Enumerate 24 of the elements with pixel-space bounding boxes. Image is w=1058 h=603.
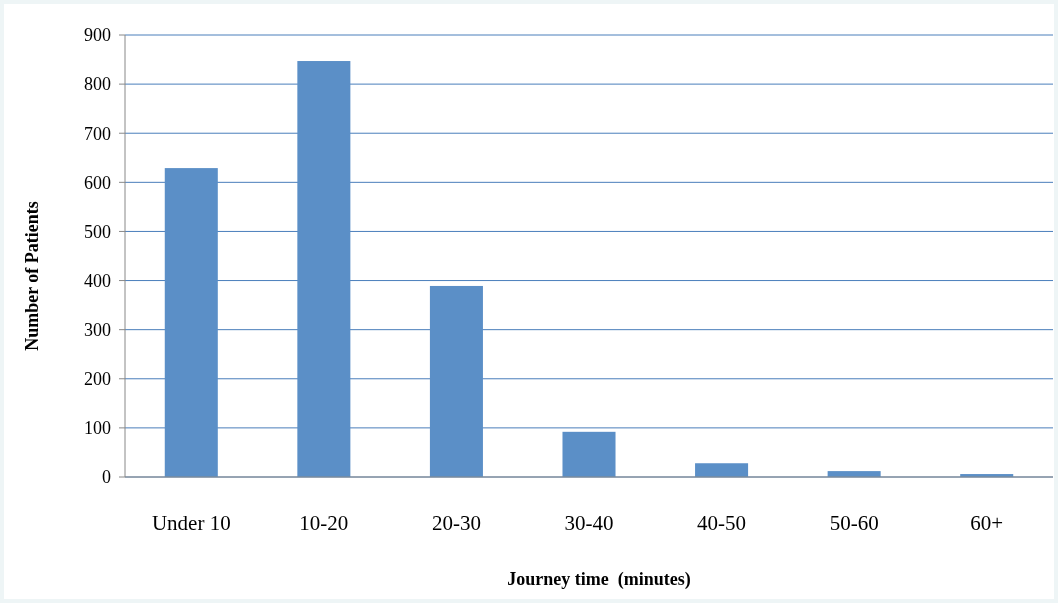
bar: [297, 61, 351, 477]
bar: [429, 285, 483, 477]
x-tick-label: Under 10: [151, 511, 231, 535]
y-tick-label: 200: [84, 369, 111, 390]
bar: [695, 463, 749, 477]
bar: [164, 168, 218, 477]
y-tick-label: 900: [84, 25, 111, 46]
y-tick-label: 800: [84, 74, 111, 95]
x-tick-label: 20-30: [431, 511, 481, 535]
x-axis-title: Journey time (minutes): [507, 569, 691, 590]
y-tick-label: 500: [84, 221, 111, 242]
y-axis-title: Number of Patients: [22, 201, 42, 351]
y-tick-label: 600: [84, 172, 111, 193]
y-tick-label: 700: [84, 123, 111, 144]
y-tick-label: 0: [102, 467, 111, 488]
y-tick-label: 400: [84, 270, 111, 291]
y-tick-label: 100: [84, 418, 111, 439]
x-tick-label: 50-60: [829, 511, 879, 535]
x-tick-label: 40-50: [697, 511, 747, 535]
x-tick-label: 30-40: [564, 511, 614, 535]
x-tick-label: 60+: [970, 511, 1004, 535]
bar: [562, 431, 616, 477]
y-tick-label: 300: [84, 319, 111, 340]
x-tick-label: 10-20: [299, 511, 349, 535]
